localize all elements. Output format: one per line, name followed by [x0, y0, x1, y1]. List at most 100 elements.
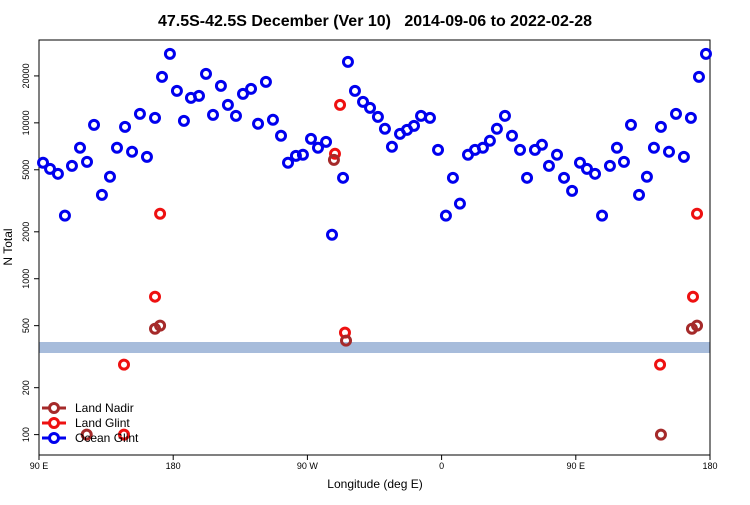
point [81, 155, 94, 168]
point [483, 134, 496, 147]
point [80, 428, 93, 441]
point [624, 118, 637, 131]
x-tick-label: 0 [439, 461, 444, 471]
point [163, 47, 176, 60]
point [154, 207, 167, 220]
point [88, 118, 101, 131]
point [221, 98, 234, 111]
point [566, 184, 579, 197]
x-tick-label: 90 W [297, 461, 319, 471]
point [446, 171, 459, 184]
point [385, 140, 398, 153]
point [573, 156, 586, 169]
point [364, 101, 377, 114]
point [691, 319, 704, 332]
point [662, 145, 675, 158]
x-tick-label: 90 E [567, 461, 586, 471]
point [684, 111, 697, 124]
point [542, 159, 555, 172]
point [156, 70, 169, 83]
point [535, 138, 548, 151]
point [617, 155, 630, 168]
point [95, 188, 108, 201]
y-tick-label: 200 [21, 380, 31, 395]
point [654, 428, 667, 441]
point [192, 89, 205, 102]
point [692, 70, 705, 83]
point [311, 141, 324, 154]
point [654, 358, 667, 371]
point [505, 129, 518, 142]
point [275, 129, 288, 142]
y-tick-label: 1000 [21, 269, 31, 289]
point [326, 228, 339, 241]
y-tick-label: 10000 [21, 110, 31, 135]
y-axis-label: N Total [1, 228, 15, 265]
legend-label: Land Glint [75, 416, 130, 430]
point [170, 84, 183, 97]
point [490, 122, 503, 135]
point [439, 209, 452, 222]
point [453, 197, 466, 210]
point [691, 207, 704, 220]
point [133, 107, 146, 120]
point [259, 75, 272, 88]
point [371, 110, 384, 123]
point [126, 145, 139, 158]
point [633, 188, 646, 201]
point [348, 84, 361, 97]
point [214, 79, 227, 92]
point [334, 98, 347, 111]
point [119, 120, 132, 133]
point [51, 167, 64, 180]
point [654, 120, 667, 133]
point [320, 135, 333, 148]
legend-marker [48, 417, 60, 429]
point [74, 141, 87, 154]
legend-marker [48, 432, 60, 444]
point [551, 148, 564, 161]
point [558, 171, 571, 184]
point [177, 114, 190, 127]
point [596, 209, 609, 222]
y-tick-label: 2000 [21, 222, 31, 242]
point [423, 111, 436, 124]
point [670, 107, 683, 120]
legend-label: Ocean Glint [75, 431, 139, 445]
point [245, 82, 258, 95]
plot-frame [38, 39, 711, 456]
point [266, 113, 279, 126]
point [327, 153, 340, 166]
point [289, 149, 302, 162]
point [140, 150, 153, 163]
point [328, 147, 341, 160]
point [200, 67, 213, 80]
y-tick-label: 500 [21, 318, 31, 333]
point [687, 290, 700, 303]
point [647, 141, 660, 154]
point [149, 111, 162, 124]
point [37, 156, 50, 169]
x-tick-label: 180 [702, 461, 717, 471]
point [677, 150, 690, 163]
point [640, 170, 653, 183]
chart-title: 47.5S-42.5S December (Ver 10) 2014-09-06… [158, 13, 592, 30]
point [252, 117, 265, 130]
point [236, 87, 249, 100]
y-tick-label: 100 [21, 427, 31, 442]
point [408, 119, 421, 132]
point [110, 141, 123, 154]
point [58, 209, 71, 222]
point [514, 143, 527, 156]
legend-marker [48, 402, 60, 414]
point [117, 428, 130, 441]
point [432, 143, 445, 156]
point [699, 47, 712, 60]
point [610, 141, 623, 154]
point [103, 170, 116, 183]
x-tick-label: 180 [166, 461, 181, 471]
point [476, 141, 489, 154]
point [337, 171, 350, 184]
point [117, 358, 130, 371]
